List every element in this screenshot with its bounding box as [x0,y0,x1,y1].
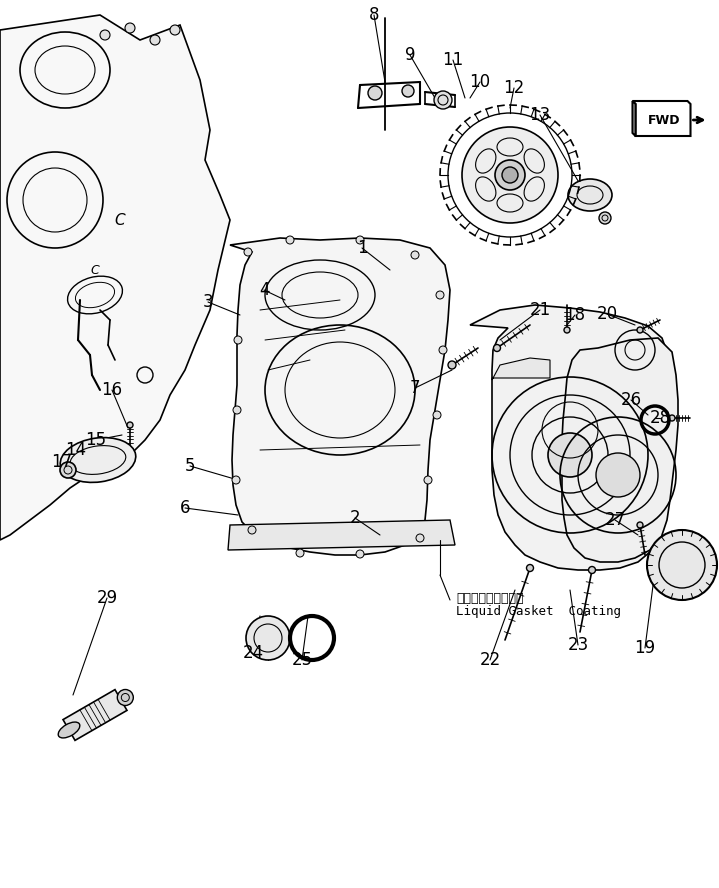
Polygon shape [228,520,455,550]
Circle shape [296,549,304,557]
Circle shape [564,327,570,333]
Circle shape [647,530,717,600]
Circle shape [596,453,640,497]
Circle shape [402,85,414,97]
Text: 29: 29 [96,589,118,607]
Text: 2: 2 [349,509,360,527]
Circle shape [248,526,256,534]
Circle shape [286,236,294,244]
Circle shape [117,689,133,705]
Circle shape [637,327,643,333]
Polygon shape [492,358,550,380]
Ellipse shape [58,722,80,738]
Text: 3: 3 [203,293,214,311]
Circle shape [232,476,240,484]
Text: 5: 5 [185,457,196,475]
Text: 14: 14 [65,441,86,459]
Text: 25: 25 [291,651,313,669]
Text: C: C [91,264,99,276]
Circle shape [416,534,424,542]
Text: 8: 8 [369,6,379,24]
Circle shape [495,160,525,190]
Circle shape [127,422,133,428]
Text: C: C [115,212,125,227]
Circle shape [125,23,135,33]
Circle shape [436,291,444,299]
Circle shape [502,167,518,183]
Text: 11: 11 [442,51,464,69]
Text: 10: 10 [470,73,490,91]
Polygon shape [562,338,678,562]
Circle shape [150,35,160,45]
Ellipse shape [60,438,136,482]
Circle shape [448,361,456,369]
Circle shape [100,30,110,40]
Circle shape [599,212,611,224]
Text: 18: 18 [564,306,585,324]
Circle shape [356,550,364,558]
Text: FWD: FWD [648,114,680,126]
Circle shape [637,522,643,528]
Text: 23: 23 [567,636,589,654]
Text: Liquid Gasket  Coating: Liquid Gasket Coating [456,606,621,619]
Circle shape [439,346,447,354]
Text: 13: 13 [529,106,551,124]
Text: 21: 21 [529,301,551,319]
Circle shape [356,236,364,244]
Polygon shape [633,101,690,136]
Polygon shape [63,690,127,741]
Circle shape [462,127,558,223]
Circle shape [234,336,242,344]
Circle shape [433,411,441,419]
Circle shape [170,25,180,35]
Text: 22: 22 [480,651,500,669]
Circle shape [434,91,452,109]
Text: 26: 26 [620,391,641,409]
Text: 4: 4 [259,281,269,299]
Circle shape [526,565,533,572]
Text: 20: 20 [597,305,618,323]
Circle shape [493,345,500,352]
Circle shape [233,406,241,414]
Circle shape [669,415,675,421]
Circle shape [60,462,76,478]
Circle shape [411,251,419,259]
Text: 16: 16 [101,381,122,399]
Circle shape [588,567,595,574]
Ellipse shape [568,179,612,211]
Text: 液状ガスケット層布: 液状ガスケット層布 [456,591,523,605]
Circle shape [244,248,252,256]
Text: 6: 6 [180,499,191,517]
Circle shape [368,86,382,100]
Text: 1: 1 [357,239,367,257]
Text: 12: 12 [503,79,525,97]
Polygon shape [230,238,450,555]
Text: 27: 27 [605,511,626,529]
Text: 19: 19 [634,639,656,657]
Text: 28: 28 [649,409,671,427]
Circle shape [246,616,290,660]
Polygon shape [0,15,230,540]
Text: 24: 24 [242,644,264,662]
Text: 15: 15 [86,431,106,449]
Text: 9: 9 [405,46,416,64]
Circle shape [424,476,432,484]
Polygon shape [470,305,670,570]
Text: 7: 7 [410,379,420,397]
Text: 17: 17 [52,453,73,471]
Circle shape [548,433,592,477]
Polygon shape [633,101,636,136]
